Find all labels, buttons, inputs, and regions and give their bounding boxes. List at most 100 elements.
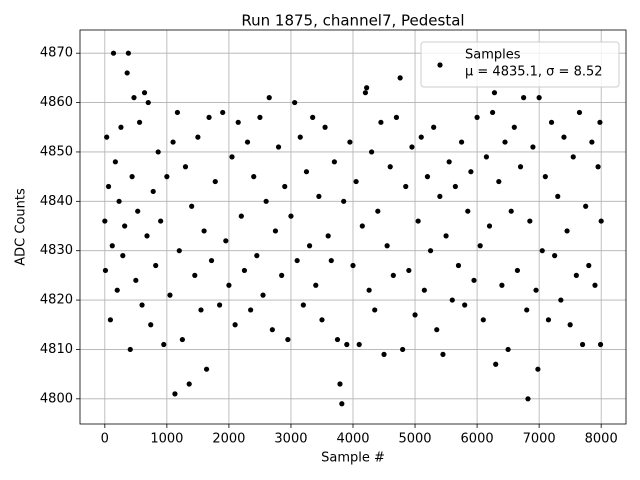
data-point (471, 277, 477, 283)
data-point (521, 95, 527, 101)
data-point (153, 262, 159, 269)
data-point (449, 297, 455, 303)
data-point (434, 327, 440, 333)
data-point (496, 178, 502, 185)
data-point (235, 119, 241, 125)
data-point (499, 282, 505, 288)
data-point (229, 154, 235, 160)
data-point (589, 139, 595, 145)
legend-marker (437, 62, 443, 68)
data-point (595, 164, 601, 170)
data-point (141, 90, 148, 96)
data-point (576, 109, 583, 116)
data-point (542, 174, 548, 180)
data-point (102, 267, 109, 274)
data-point (238, 213, 244, 219)
data-point (217, 302, 223, 308)
data-point (344, 341, 350, 348)
data-point (381, 351, 387, 357)
data-point (517, 164, 524, 170)
data-point (493, 361, 499, 367)
data-point (362, 90, 369, 96)
data-point (418, 134, 424, 140)
data-point (109, 243, 115, 249)
data-point (505, 346, 511, 353)
data-point (597, 119, 603, 125)
data-point (325, 233, 331, 239)
data-point (292, 99, 298, 106)
data-point (164, 174, 170, 180)
data-point (502, 139, 508, 145)
data-point (437, 193, 443, 199)
data-point (120, 253, 126, 259)
data-point (474, 114, 480, 120)
data-point (208, 257, 215, 264)
data-point (597, 341, 604, 348)
data-point (539, 248, 545, 254)
y-tick-label: 4840 (40, 194, 73, 209)
data-point (558, 297, 564, 303)
data-point (241, 267, 248, 274)
x-tick-label: 8000 (585, 432, 618, 447)
y-tick-label: 4800 (40, 391, 73, 406)
data-point (567, 322, 573, 328)
x-axis-label: Sample # (321, 451, 385, 466)
data-point (579, 341, 586, 348)
data-point (285, 336, 291, 343)
data-point (306, 243, 313, 249)
data-point (260, 292, 266, 298)
y-tick-label: 4860 (40, 95, 73, 110)
data-point (545, 317, 552, 323)
data-point (223, 238, 229, 244)
data-point (366, 287, 372, 293)
data-point (125, 50, 131, 56)
x-tick-label: 7000 (523, 432, 556, 447)
data-point (427, 248, 434, 254)
data-point (263, 198, 269, 204)
data-point (586, 262, 592, 269)
data-point (465, 208, 471, 214)
data-point (415, 218, 421, 224)
data-point (282, 183, 288, 190)
data-point (203, 366, 210, 372)
data-point (483, 154, 489, 160)
data-point (350, 262, 356, 269)
data-point (198, 307, 204, 313)
data-point (155, 149, 161, 155)
data-point (303, 169, 310, 175)
data-point (148, 322, 154, 328)
data-point (136, 119, 143, 125)
data-point (158, 218, 164, 224)
data-point (508, 208, 514, 214)
data-point (525, 396, 531, 402)
data-point (114, 287, 120, 293)
data-point (129, 174, 135, 180)
data-point (105, 183, 112, 190)
legend-label: Samples (465, 48, 521, 63)
data-point (179, 336, 185, 343)
data-point (548, 119, 555, 125)
data-point (201, 228, 207, 234)
data-point (397, 75, 403, 81)
data-point (570, 154, 576, 160)
data-point (592, 282, 598, 288)
data-point (269, 327, 275, 333)
data-point (122, 223, 128, 229)
data-point (477, 243, 483, 249)
data-point (189, 203, 195, 209)
data-point (248, 307, 254, 313)
data-point (266, 95, 272, 101)
data-point (409, 144, 415, 150)
data-point (244, 139, 251, 145)
data-point (443, 233, 449, 239)
data-point (220, 109, 226, 116)
data-point (135, 208, 141, 214)
data-point (328, 257, 334, 264)
data-point (555, 193, 561, 199)
data-point (583, 203, 589, 209)
data-point (598, 218, 604, 224)
data-point (279, 272, 285, 278)
data-point (573, 272, 579, 278)
data-point (275, 144, 282, 150)
data-point (561, 134, 567, 140)
